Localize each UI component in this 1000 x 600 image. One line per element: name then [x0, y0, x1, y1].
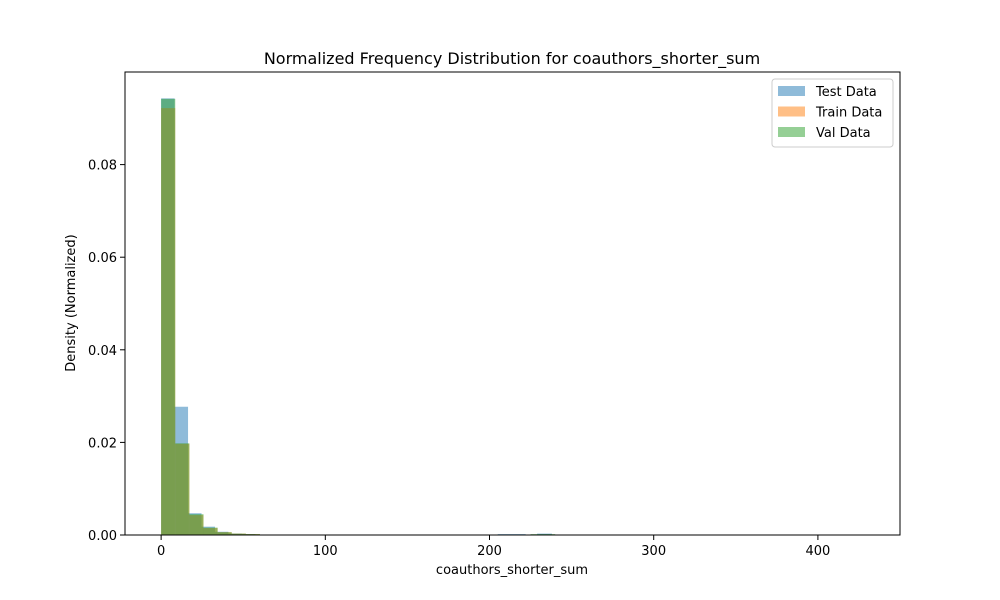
legend-swatch [778, 106, 805, 117]
x-tick-label: 300 [641, 544, 666, 559]
chart-title: Normalized Frequency Distribution for co… [264, 49, 760, 69]
y-tick-label: 0.08 [88, 159, 117, 174]
y-axis-label: Density (Normalized) [64, 234, 79, 371]
series-2 [161, 98, 556, 535]
histogram-bar [217, 532, 232, 535]
legend-label: Test Data [815, 85, 877, 100]
series-0 [161, 98, 552, 536]
x-tick-label: 0 [157, 544, 165, 559]
y-tick-label: 0.04 [88, 344, 117, 359]
x-tick-label: 100 [313, 544, 338, 559]
histogram-bar [175, 443, 190, 535]
legend-label: Val Data [816, 126, 871, 141]
x-tick-label: 200 [477, 544, 502, 559]
y-tick-label: 0.06 [88, 251, 117, 266]
plot-frame [124, 71, 901, 536]
bars-layer [161, 98, 556, 536]
histogram-bar [203, 527, 218, 535]
legend: Test Data Train Data Val Data [771, 78, 894, 148]
x-axis-label: coauthors_shorter_sum [436, 563, 588, 578]
x-tick-label: 400 [805, 544, 830, 559]
legend-swatch [778, 127, 805, 137]
legend-label: Train Data [815, 106, 882, 121]
x-axis-ticks: 0 100 200 300 400 [157, 535, 830, 559]
y-axis-ticks: 0.00 0.02 0.04 0.06 0.08 [88, 159, 125, 544]
histogram-bar [161, 98, 176, 535]
y-tick-label: 0.00 [88, 529, 117, 544]
histogram-bar [189, 514, 204, 535]
y-tick-label: 0.02 [88, 436, 117, 451]
histogram-bar [231, 533, 246, 535]
legend-swatch [778, 86, 805, 96]
